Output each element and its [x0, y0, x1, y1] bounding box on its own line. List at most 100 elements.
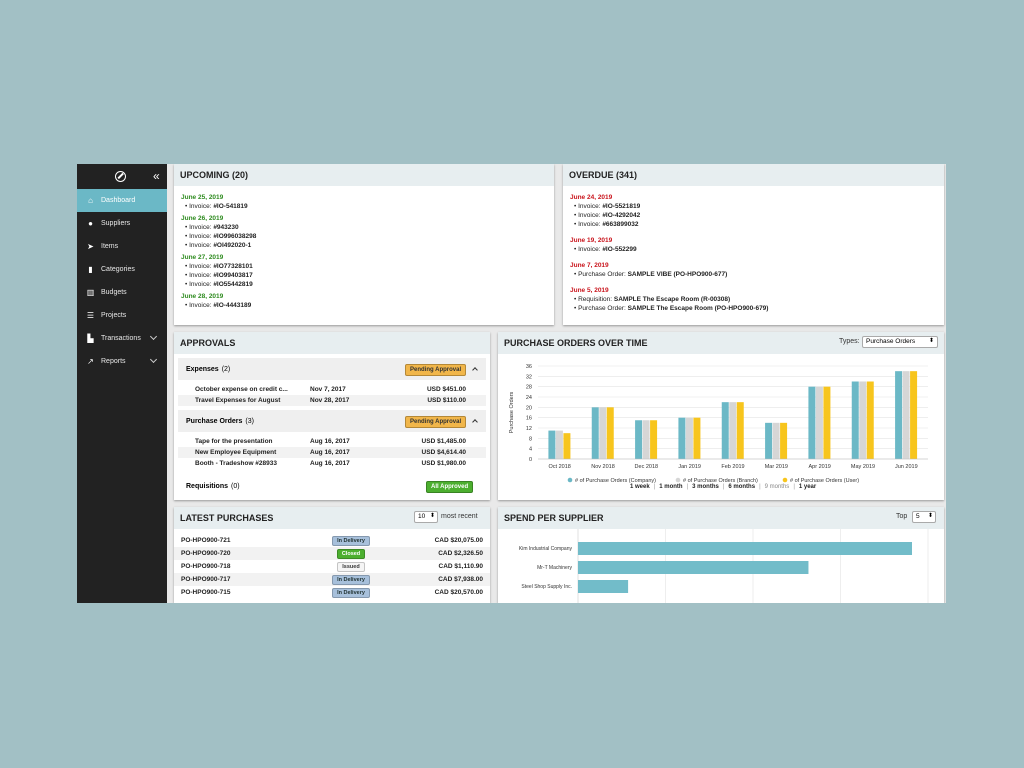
- range-option[interactable]: 9 months: [764, 484, 790, 490]
- bar[interactable]: [635, 420, 643, 459]
- status-cell: In Delivery: [311, 574, 391, 585]
- supplier-bar[interactable]: [578, 561, 809, 574]
- bar[interactable]: [772, 422, 780, 459]
- legend-label[interactable]: # of Purchase Orders (Branch): [683, 478, 758, 484]
- bar[interactable]: [895, 371, 903, 459]
- collapse-sidebar-icon[interactable]: «: [153, 169, 160, 183]
- bar[interactable]: [902, 371, 910, 459]
- bar[interactable]: [823, 386, 831, 459]
- list-item[interactable]: • Invoice: #IO996038298: [185, 233, 257, 240]
- sidebar-item-transactions[interactable]: ▙ Transactions: [77, 327, 167, 350]
- legend-label[interactable]: # of Purchase Orders (User): [790, 478, 859, 484]
- item-label: Invoice:: [189, 233, 212, 240]
- range-option[interactable]: 1 year: [798, 484, 817, 490]
- legend-label[interactable]: # of Purchase Orders (Company): [575, 478, 656, 484]
- list-item[interactable]: • Invoice: #IO77328101: [185, 263, 253, 270]
- table-row[interactable]: New Employee Equipment Aug 16, 2017 USD $4…: [178, 447, 486, 458]
- range-option[interactable]: 1 week: [630, 484, 650, 490]
- supplier-bar[interactable]: [578, 580, 629, 593]
- expenses-section[interactable]: Expenses (2) Pending Approval: [178, 358, 486, 380]
- bar[interactable]: [721, 402, 729, 459]
- range-option[interactable]: 3 months: [692, 484, 719, 490]
- sidebar-item-reports[interactable]: ↗ Reports: [77, 350, 167, 373]
- sidebar-item-dashboard[interactable]: ⌂ Dashboard: [77, 189, 167, 212]
- bar[interactable]: [591, 407, 599, 459]
- table-row[interactable]: Tape for the presentation Aug 16, 2017 USD…: [195, 438, 466, 445]
- date-heading: June 26, 2019: [181, 215, 224, 222]
- amount: CAD $1,110.90: [438, 563, 483, 570]
- sidebar-item-items[interactable]: ➤ Items: [77, 235, 167, 258]
- top-select[interactable]: 5 ⬍: [912, 511, 936, 523]
- chevron-up-icon[interactable]: [472, 367, 478, 373]
- supplier-bar[interactable]: [578, 542, 912, 555]
- item-label: Invoice:: [189, 242, 212, 249]
- table-row[interactable]: PO-HPO900-717 In Delivery CAD $7,938.00: [174, 573, 490, 586]
- item-value: #OI492020-1: [213, 242, 252, 249]
- list-item[interactable]: • Invoice: #IO-4292042: [574, 212, 641, 219]
- expenses-status-badge[interactable]: Pending Approval: [405, 364, 467, 376]
- bar[interactable]: [685, 417, 693, 459]
- table-row[interactable]: Booth - Tradeshow #28933 Aug 16, 2017 USD …: [195, 460, 466, 467]
- bar[interactable]: [650, 420, 658, 459]
- po-number: PO-HPO900-717: [181, 576, 231, 583]
- bar[interactable]: [678, 417, 686, 459]
- bar[interactable]: [866, 381, 874, 460]
- table-row[interactable]: PO-HPO900-720 Closed CAD $2,326.50: [174, 547, 490, 560]
- bar[interactable]: [815, 386, 823, 459]
- bar[interactable]: [693, 417, 701, 459]
- range-option[interactable]: 1 month: [659, 484, 683, 490]
- bar[interactable]: [736, 402, 744, 459]
- sidebar-item-projects[interactable]: ☰ Projects: [77, 304, 167, 327]
- approvals-title: APPROVALS: [174, 332, 490, 354]
- list-item[interactable]: • Invoice: #663899032: [574, 221, 639, 228]
- bar[interactable]: [859, 381, 867, 460]
- requisitions-section[interactable]: Requisitions (0) All Approved: [178, 475, 486, 497]
- purchase-orders-section[interactable]: Purchase Orders (3) Pending Approval: [178, 410, 486, 432]
- updown-icon: ⬍: [928, 338, 934, 344]
- types-select[interactable]: Purchase Orders ⬍: [862, 336, 938, 348]
- count-select[interactable]: 10 ⬍: [414, 511, 438, 523]
- table-row[interactable]: PO-HPO900-715 In Delivery CAD $20,570.00: [174, 586, 490, 599]
- purchase-orders-count: (3): [245, 417, 254, 425]
- purchase-orders-status-badge[interactable]: Pending Approval: [405, 416, 467, 428]
- list-item[interactable]: • Invoice: #943230: [185, 224, 239, 231]
- sidebar-item-categories[interactable]: ▮ Categories: [77, 258, 167, 281]
- requisitions-status-badge[interactable]: All Approved: [426, 481, 474, 493]
- table-row[interactable]: PO-HPO900-718 Issued CAD $1,110.90: [174, 560, 490, 573]
- bar[interactable]: [910, 371, 918, 459]
- y-axis-label: Purchase Orders: [509, 391, 515, 433]
- bar[interactable]: [765, 422, 773, 459]
- list-item[interactable]: • Invoice: #IO-4443189: [185, 302, 252, 309]
- bar[interactable]: [851, 381, 859, 460]
- list-item[interactable]: • Purchase Order: SAMPLE VIBE (PO-HPO900…: [574, 271, 728, 278]
- bar[interactable]: [729, 402, 737, 459]
- bar[interactable]: [642, 420, 650, 459]
- bar[interactable]: [548, 430, 556, 459]
- table-row[interactable]: Travel Expenses for August Nov 28, 2017 US…: [178, 395, 486, 406]
- x-tick-label: Jan 2019: [678, 464, 701, 470]
- range-option[interactable]: 6 months: [728, 484, 756, 490]
- table-row[interactable]: PO-HPO900-721 In Delivery CAD $20,075.00: [174, 534, 490, 547]
- line-chart-icon: ↗: [87, 356, 94, 366]
- list-item[interactable]: • Invoice: #IO55442819: [185, 281, 253, 288]
- latest-purchases-list: PO-HPO900-721 In Delivery CAD $20,075.00 PO…: [174, 529, 490, 599]
- list-item[interactable]: • Requisition: SAMPLE The Escape Room (R…: [574, 296, 731, 303]
- table-row[interactable]: October expense on credit c... Nov 7, 201…: [195, 386, 466, 393]
- list-item[interactable]: • Invoice: #IO-552299: [574, 246, 637, 253]
- bar[interactable]: [599, 407, 607, 459]
- chevron-down-icon[interactable]: [149, 332, 158, 341]
- list-item[interactable]: • Invoice: #IO-541819: [185, 203, 248, 210]
- list-item[interactable]: • Invoice: #IO-5521819: [574, 203, 641, 210]
- bar[interactable]: [808, 386, 816, 459]
- list-item[interactable]: • Invoice: #OI492020-1: [185, 242, 252, 249]
- sidebar-item-budgets[interactable]: ▥ Budgets: [77, 281, 167, 304]
- bar[interactable]: [780, 422, 788, 459]
- chevron-up-icon[interactable]: [472, 419, 478, 425]
- chevron-down-icon[interactable]: [149, 355, 158, 364]
- bar[interactable]: [606, 407, 614, 459]
- bar[interactable]: [555, 430, 563, 459]
- list-item[interactable]: • Purchase Order: SAMPLE The Escape Room…: [574, 305, 769, 312]
- bar[interactable]: [563, 433, 571, 459]
- sidebar-item-suppliers[interactable]: ● Suppliers: [77, 212, 167, 235]
- list-item[interactable]: • Invoice: #IO99403817: [185, 272, 253, 279]
